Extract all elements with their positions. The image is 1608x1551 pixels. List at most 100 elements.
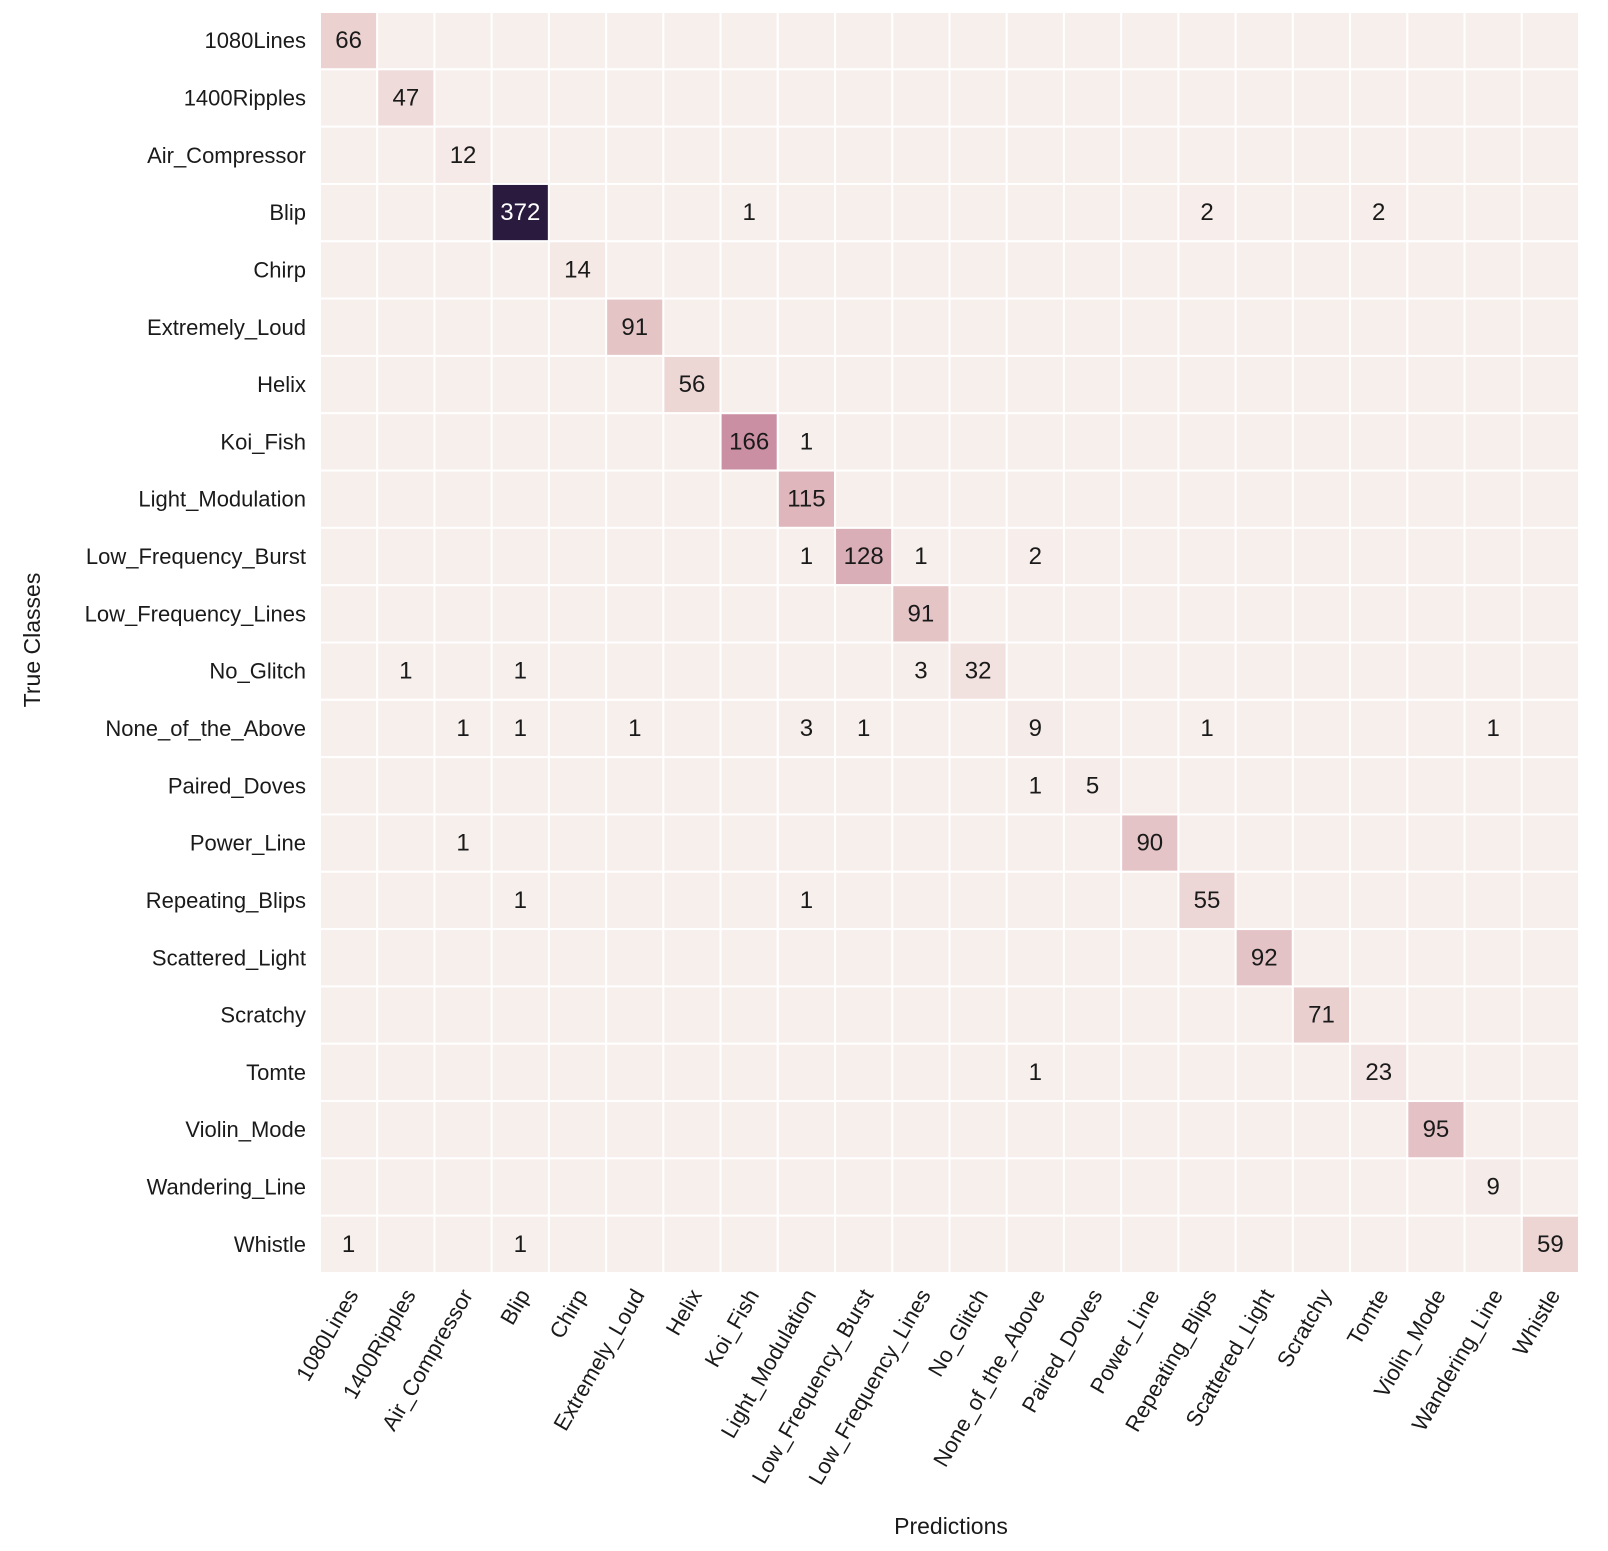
- heatmap-cell: [319, 11, 379, 71]
- heatmap-cell: [433, 584, 493, 644]
- heatmap-cell: [662, 182, 722, 243]
- heatmap-cell: [376, 1042, 436, 1103]
- heatmap-cell: [719, 1100, 779, 1160]
- cell-value-label: 166: [729, 428, 769, 455]
- heatmap-cell: [1520, 526, 1580, 587]
- heatmap-cell: [1120, 412, 1180, 472]
- heatmap-cell: [1463, 584, 1523, 644]
- heatmap-cell: [1062, 240, 1123, 300]
- heatmap-cell: [1520, 11, 1580, 71]
- y-tick-label: Paired_Doves: [168, 773, 306, 798]
- x-tick-label: Tomte: [1342, 1285, 1394, 1349]
- heatmap-cell: [1463, 928, 1523, 988]
- heatmap-cell: [1177, 240, 1237, 300]
- heatmap-cell: [662, 1214, 722, 1274]
- heatmap-cell: [1120, 813, 1180, 873]
- heatmap-cell: [1062, 641, 1123, 701]
- heatmap-cell: [1177, 182, 1237, 243]
- heatmap-cell: [1177, 584, 1237, 644]
- cell-value-label: 1: [800, 428, 813, 455]
- heatmap-cell: [719, 698, 779, 759]
- heatmap-cell: [1120, 1214, 1180, 1274]
- heatmap-cell: [1005, 756, 1065, 816]
- heatmap-cell: [719, 1214, 779, 1274]
- heatmap-cell: [1120, 68, 1180, 128]
- heatmap-cell: [1520, 68, 1580, 128]
- heatmap-cell: [948, 469, 1008, 529]
- x-tick-label: Scratchy: [1272, 1285, 1336, 1372]
- y-tick-label: None_of_the_Above: [105, 716, 306, 741]
- cell-value-label: 90: [1136, 830, 1163, 857]
- heatmap-cell: [1177, 1100, 1237, 1160]
- heatmap-cell: [1177, 297, 1237, 357]
- cell-value-label: 1: [514, 1231, 527, 1258]
- heatmap-cell: [1177, 1157, 1237, 1217]
- cell-value-label: 92: [1251, 944, 1278, 971]
- heatmap-cell: [490, 68, 550, 128]
- heatmap-cell: [1005, 1214, 1065, 1274]
- heatmap-cell: [1406, 698, 1466, 759]
- heatmap-cell: [490, 1042, 550, 1103]
- heatmap-cell: [834, 11, 894, 71]
- heatmap-cell: [834, 641, 894, 701]
- heatmap-cell: [376, 182, 436, 243]
- heatmap-cell: [490, 412, 550, 472]
- cell-value-label: 3: [800, 715, 813, 742]
- heatmap-cell: [376, 985, 436, 1045]
- heatmap-cell: [1520, 870, 1580, 931]
- heatmap-cell: [1177, 125, 1237, 185]
- heatmap-cell: [776, 182, 837, 243]
- heatmap-cell: [1463, 985, 1523, 1045]
- heatmap-cell: [1406, 68, 1466, 128]
- heatmap-cell: [1291, 870, 1352, 931]
- heatmap-cell: [1234, 125, 1294, 185]
- heatmap-cell: [1291, 813, 1352, 873]
- x-axis-label: Predictions: [894, 1513, 1008, 1539]
- heatmap-cell: [1234, 870, 1294, 931]
- y-tick-label: Scattered_Light: [152, 945, 306, 970]
- heatmap-cell: [1120, 125, 1180, 185]
- cell-value-label: 1: [800, 887, 813, 914]
- heatmap-cell: [1234, 756, 1294, 816]
- heatmap-cell: [1005, 985, 1065, 1045]
- cell-value-label: 1: [1486, 715, 1499, 742]
- heatmap-cell: [776, 584, 837, 644]
- heatmap-cell: [1520, 182, 1580, 243]
- heatmap-cell: [547, 1100, 608, 1160]
- heatmap-cell: [948, 928, 1008, 988]
- heatmap-cell: [662, 526, 722, 587]
- heatmap-cell: [1005, 182, 1065, 243]
- heatmap-cell: [1177, 756, 1237, 816]
- y-tick-label: 1400Ripples: [184, 85, 306, 110]
- heatmap-cell: [948, 813, 1008, 873]
- heatmap-cell: [490, 125, 550, 185]
- heatmap-cell: [1349, 985, 1409, 1045]
- heatmap-cell: [834, 870, 894, 931]
- heatmap-cell: [1291, 985, 1352, 1045]
- heatmap-cell: [547, 354, 608, 415]
- y-tick-label: Helix: [257, 372, 306, 397]
- heatmap-cell: [1406, 1214, 1466, 1274]
- heatmap-cell: [1349, 182, 1409, 243]
- heatmap-cell: [605, 584, 665, 644]
- heatmap-cell: [948, 985, 1008, 1045]
- heatmap-cell: [1463, 240, 1523, 300]
- heatmap-cell: [319, 985, 379, 1045]
- heatmap-cell: [1120, 469, 1180, 529]
- heatmap-cell: [1005, 11, 1065, 71]
- heatmap-cell: [319, 584, 379, 644]
- heatmap-cell: [376, 1100, 436, 1160]
- heatmap-cell: [1291, 526, 1352, 587]
- cell-value-label: 47: [392, 84, 419, 111]
- heatmap-cell: [719, 813, 779, 873]
- heatmap-cell: [605, 11, 665, 71]
- heatmap-cell: [719, 125, 779, 185]
- heatmap-cell: [547, 125, 608, 185]
- heatmap-cell: [1120, 756, 1180, 816]
- heatmap-cell: [1062, 68, 1123, 128]
- heatmap-cell: [376, 698, 436, 759]
- heatmap-cell: [662, 756, 722, 816]
- heatmap-cell: [319, 240, 379, 300]
- heatmap-cell: [1234, 584, 1294, 644]
- heatmap-cell: [547, 1157, 608, 1217]
